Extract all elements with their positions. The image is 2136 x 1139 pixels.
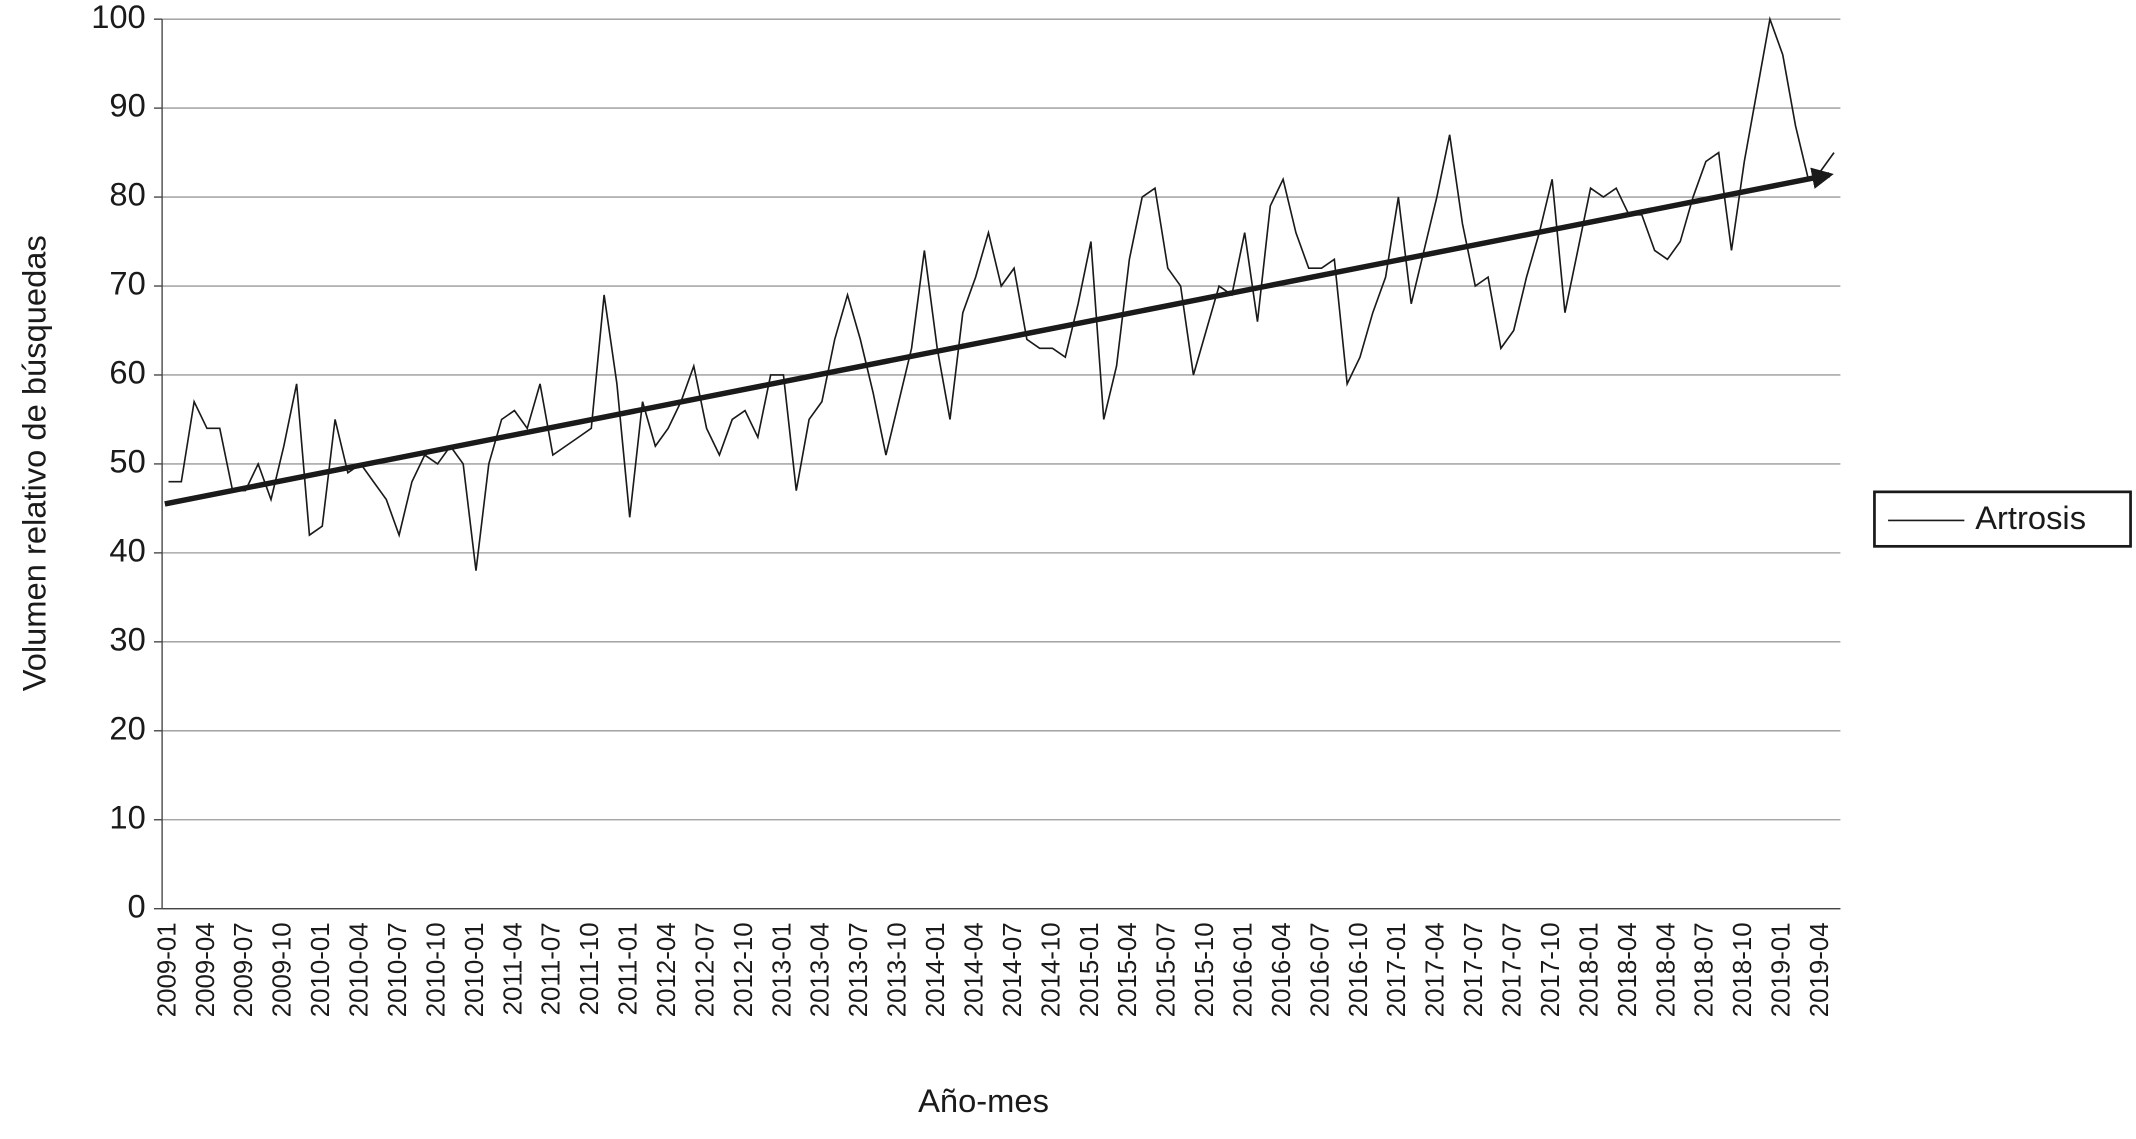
trend-line <box>164 167 1834 507</box>
x-tick-label: 2017-04 <box>1422 922 1450 1017</box>
x-tick-label: 2012-10 <box>730 922 758 1017</box>
legend-box <box>1873 490 2132 548</box>
x-tick-label: 2018-07 <box>1691 922 1719 1017</box>
y-tick-label: 70 <box>109 265 145 302</box>
x-tick-label: 2019-04 <box>1806 922 1834 1017</box>
data-line <box>168 16 1835 571</box>
x-tick-label: 2011-04 <box>499 922 527 1015</box>
y-tick-label: 60 <box>109 354 145 391</box>
x-tick-label: 2016-04 <box>1268 922 1296 1017</box>
x-tick-label: 2018-04 <box>1652 922 1680 1017</box>
x-tick-label: 2013-04 <box>807 922 835 1017</box>
x-tick-label: 2018-04 <box>1614 922 1642 1017</box>
x-tick-label: 2015-01 <box>1076 922 1104 1017</box>
x-tick-label: 2010-07 <box>384 922 412 1017</box>
x-tick-label: 2013-10 <box>884 922 912 1017</box>
x-tick-label: 2010-10 <box>422 922 450 1017</box>
x-tick-label: 2011-10 <box>576 922 604 1015</box>
x-tick-label: 2016-01 <box>1230 922 1258 1017</box>
x-tick-label: 2011-07 <box>538 922 566 1015</box>
x-tick-label: 2017-07 <box>1460 922 1488 1017</box>
y-tick-label: 90 <box>109 87 145 124</box>
x-tick-label: 2009-01 <box>153 922 181 1017</box>
x-tick-label: 2017-07 <box>1499 922 1527 1017</box>
x-tick-label: 2009-07 <box>230 922 258 1017</box>
y-tick-label: 10 <box>109 798 145 835</box>
x-tick-label: 2015-07 <box>1153 922 1181 1017</box>
x-tick-label: 2010-01 <box>307 922 335 1017</box>
x-tick-label: 2014-04 <box>960 922 988 1017</box>
x-tick-label: 2014-07 <box>999 922 1027 1017</box>
legend-label: Artrosis <box>1975 499 2086 536</box>
x-tick-label: 2017-01 <box>1383 922 1411 1017</box>
y-tick-label: 20 <box>109 709 145 746</box>
x-axis-title: Año-mes <box>918 1082 1049 1119</box>
x-tick-label: 2011-01 <box>615 922 643 1015</box>
x-tick-label: 2019-01 <box>1768 922 1796 1017</box>
y-tick-label: 0 <box>128 887 146 924</box>
x-tick-label: 2012-07 <box>691 922 719 1017</box>
x-tick-label: 2018-01 <box>1575 922 1603 1017</box>
y-axis-title: Volumen relativo de búsquedas <box>15 235 52 691</box>
y-tick-label: 30 <box>109 620 145 657</box>
x-tick-label: 2016-10 <box>1345 922 1373 1017</box>
y-tick-label: 40 <box>109 532 145 569</box>
y-tick-label: 80 <box>109 176 145 213</box>
y-tick-label: 50 <box>109 443 145 480</box>
y-tick-label: 100 <box>91 0 146 35</box>
x-tick-label: 2017-10 <box>1537 922 1565 1017</box>
x-tick-label: 2012-04 <box>653 922 681 1017</box>
x-tick-label: 2015-10 <box>1191 922 1219 1017</box>
x-tick-label: 2016-07 <box>1306 922 1334 1017</box>
x-tick-label: 2009-04 <box>192 922 220 1017</box>
x-tick-label: 2010-04 <box>346 922 374 1017</box>
x-tick-label: 2009-10 <box>269 922 297 1017</box>
x-tick-label: 2013-01 <box>768 922 796 1017</box>
x-tick-label: 2014-10 <box>1037 922 1065 1017</box>
x-tick-label: 2014-01 <box>922 922 950 1017</box>
x-tick-label: 2018-10 <box>1729 922 1757 1017</box>
x-tick-label: 2013-07 <box>845 922 873 1017</box>
x-tick-label: 2010-01 <box>461 922 489 1017</box>
x-tick-label: 2015-04 <box>1114 922 1142 1017</box>
